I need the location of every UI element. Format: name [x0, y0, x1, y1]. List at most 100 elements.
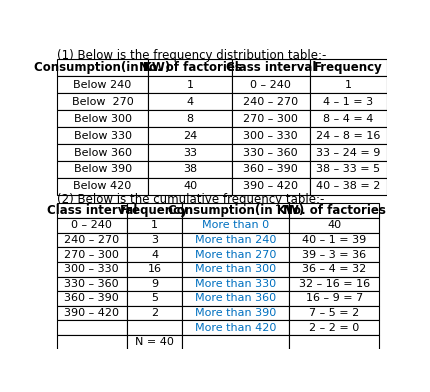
Text: 36 – 4 = 32: 36 – 4 = 32: [302, 264, 366, 274]
Bar: [148, 144, 232, 161]
Bar: [57, 306, 126, 320]
Text: 33: 33: [183, 147, 197, 158]
Text: 240 – 270: 240 – 270: [243, 97, 298, 107]
Bar: [57, 232, 126, 247]
Bar: [126, 306, 182, 320]
Text: 360 – 390: 360 – 390: [64, 294, 119, 303]
Text: 240 – 270: 240 – 270: [64, 235, 119, 245]
Text: Consumption(in KW): Consumption(in KW): [168, 204, 304, 217]
Bar: [310, 161, 387, 178]
Bar: [310, 110, 387, 127]
Bar: [57, 127, 148, 144]
Bar: [57, 144, 148, 161]
Bar: [57, 76, 148, 93]
Text: 300 – 330: 300 – 330: [64, 264, 119, 274]
Text: 1: 1: [345, 80, 352, 90]
Text: 5: 5: [151, 294, 158, 303]
Bar: [57, 203, 126, 218]
Bar: [310, 144, 387, 161]
Bar: [148, 178, 232, 195]
Text: 360 – 390: 360 – 390: [243, 165, 298, 174]
Bar: [182, 203, 289, 218]
Text: 0 – 240: 0 – 240: [250, 80, 291, 90]
Bar: [148, 93, 232, 110]
Bar: [148, 110, 232, 127]
Text: More than 390: More than 390: [195, 308, 276, 318]
Bar: [289, 320, 379, 335]
Bar: [182, 218, 289, 232]
Text: 270 – 300: 270 – 300: [64, 250, 119, 260]
Text: More than 330: More than 330: [195, 279, 276, 289]
Bar: [126, 218, 182, 232]
Bar: [232, 93, 310, 110]
Bar: [126, 232, 182, 247]
Text: Frequency: Frequency: [120, 204, 189, 217]
Bar: [182, 247, 289, 262]
Bar: [289, 291, 379, 306]
Text: More than 360: More than 360: [195, 294, 276, 303]
Text: 32 – 16 = 16: 32 – 16 = 16: [299, 279, 370, 289]
Text: 16: 16: [147, 264, 162, 274]
Text: 40 – 1 = 39: 40 – 1 = 39: [302, 235, 366, 245]
Bar: [310, 76, 387, 93]
Bar: [289, 276, 379, 291]
Bar: [126, 262, 182, 276]
Bar: [148, 161, 232, 178]
Bar: [57, 247, 126, 262]
Text: 4: 4: [151, 250, 158, 260]
Text: 38 – 33 = 5: 38 – 33 = 5: [316, 165, 380, 174]
Bar: [57, 93, 148, 110]
Text: 24: 24: [183, 131, 197, 141]
Text: Consumption(in KW): Consumption(in KW): [34, 61, 171, 74]
Bar: [182, 335, 289, 350]
Bar: [289, 218, 379, 232]
Text: Below 360: Below 360: [74, 147, 132, 158]
Text: Class interval: Class interval: [226, 61, 316, 74]
Bar: [232, 161, 310, 178]
Bar: [126, 276, 182, 291]
Text: Below 240: Below 240: [74, 80, 132, 90]
Text: 270 – 300: 270 – 300: [243, 114, 298, 123]
Text: 8: 8: [187, 114, 194, 123]
Bar: [182, 320, 289, 335]
Bar: [289, 203, 379, 218]
Bar: [57, 291, 126, 306]
Text: 8 – 4 = 4: 8 – 4 = 4: [323, 114, 373, 123]
Bar: [57, 320, 126, 335]
Text: Below 420: Below 420: [74, 181, 132, 191]
Bar: [126, 203, 182, 218]
Bar: [310, 93, 387, 110]
Text: 9: 9: [151, 279, 158, 289]
Text: More than 300: More than 300: [195, 264, 276, 274]
Text: 330 – 360: 330 – 360: [64, 279, 119, 289]
Bar: [289, 262, 379, 276]
Bar: [57, 59, 148, 76]
Text: Below  270: Below 270: [72, 97, 133, 107]
Text: 3: 3: [151, 235, 158, 245]
Bar: [148, 127, 232, 144]
Text: Frequency: Frequency: [314, 61, 383, 74]
Bar: [289, 232, 379, 247]
Text: Below 300: Below 300: [74, 114, 132, 123]
Text: No. of factories: No. of factories: [139, 61, 242, 74]
Text: 24 – 8 = 16: 24 – 8 = 16: [316, 131, 381, 141]
Text: More than 420: More than 420: [195, 323, 276, 333]
Bar: [57, 161, 148, 178]
Text: 4: 4: [187, 97, 194, 107]
Text: 40: 40: [327, 220, 341, 230]
Text: 2: 2: [151, 308, 158, 318]
Text: 300 – 330: 300 – 330: [243, 131, 298, 141]
Text: 0 – 240: 0 – 240: [71, 220, 112, 230]
Text: (2) Below is the cumulative frequency table:-: (2) Below is the cumulative frequency ta…: [57, 193, 324, 206]
Bar: [126, 247, 182, 262]
Text: 390 – 420: 390 – 420: [64, 308, 119, 318]
Bar: [148, 76, 232, 93]
Bar: [289, 306, 379, 320]
Bar: [232, 76, 310, 93]
Bar: [57, 276, 126, 291]
Bar: [57, 335, 126, 350]
Text: 40: 40: [183, 181, 197, 191]
Bar: [148, 59, 232, 76]
Text: No. of factories: No. of factories: [283, 204, 386, 217]
Text: 33 – 24 = 9: 33 – 24 = 9: [316, 147, 381, 158]
